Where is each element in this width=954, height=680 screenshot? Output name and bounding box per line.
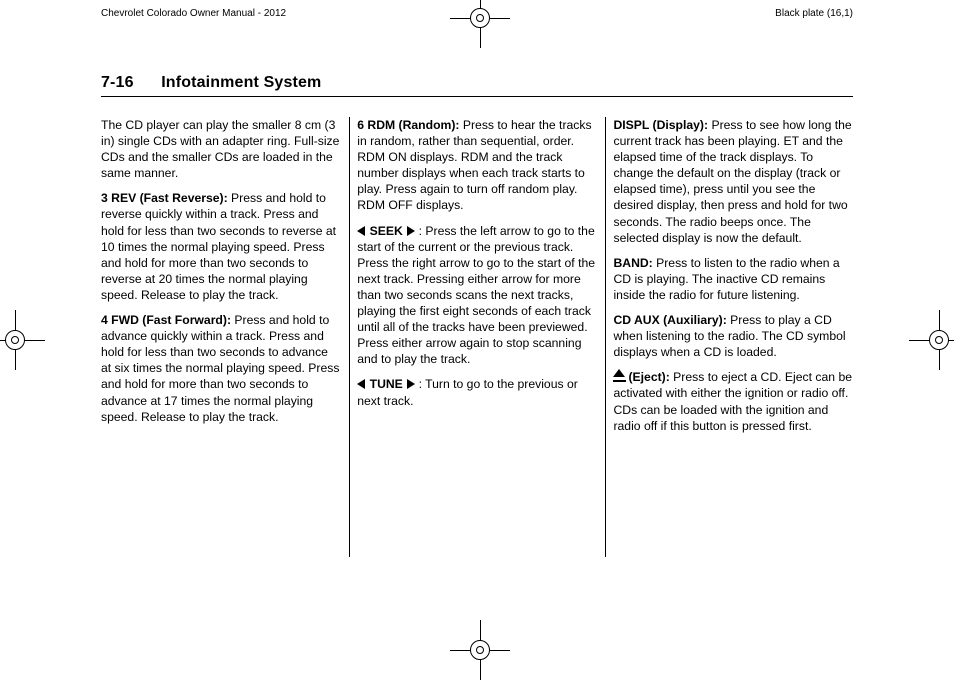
col3-p1: DISPL (Display): Press to see how long t…: [613, 117, 853, 246]
col2-p1: 6 RDM (Random): Press to hear the tracks…: [357, 117, 597, 214]
col3-p4: (Eject): Press to eject a CD. Eject can …: [613, 369, 853, 433]
print-header: Chevrolet Colorado Owner Manual - 2012 B…: [101, 8, 853, 19]
col3-p2: BAND: Press to listen to the radio when …: [613, 255, 853, 303]
eject-label: (Eject):: [628, 370, 669, 384]
displ-body: Press to see how long the current track …: [613, 118, 851, 245]
col1-p2: 3 REV (Fast Reverse): Press and hold to …: [101, 190, 341, 303]
manual-title: Chevrolet Colorado Owner Manual - 2012: [101, 8, 286, 19]
col2-p2: SEEK : Press the left arrow to go to the…: [357, 223, 597, 368]
seek-label: SEEK: [357, 224, 415, 238]
rdm-label: 6 RDM (Random):: [357, 118, 459, 132]
triangle-left-icon: [357, 226, 365, 236]
crop-mark-bottom: [450, 620, 510, 680]
column-3: DISPL (Display): Press to see how long t…: [605, 117, 853, 557]
page-header: 7-16 Infotainment System: [101, 74, 853, 97]
section-title: Infotainment System: [161, 74, 321, 91]
page-content: 7-16 Infotainment System The CD player c…: [101, 74, 853, 557]
eject-icon: [613, 369, 626, 382]
fwd-label: 4 FWD (Fast Forward):: [101, 313, 231, 327]
rev-label: 3 REV (Fast Reverse):: [101, 191, 228, 205]
rdm-body: Press to hear the tracks in random, rath…: [357, 118, 591, 212]
col3-p3: CD AUX (Auxiliary): Press to play a CD w…: [613, 312, 853, 360]
band-label: BAND:: [613, 256, 652, 270]
seek-body: : Press the left arrow to go to the star…: [357, 224, 595, 367]
tune-label: TUNE: [357, 377, 415, 391]
col2-p3: TUNE : Turn to go to the previous or nex…: [357, 376, 597, 408]
fwd-body: Press and hold to advance quickly within…: [101, 313, 339, 424]
displ-label: DISPL (Display):: [613, 118, 708, 132]
column-2: 6 RDM (Random): Press to hear the tracks…: [349, 117, 605, 557]
rev-body: Press and hold to reverse quickly within…: [101, 191, 336, 302]
columns: The CD player can play the smaller 8 cm …: [101, 117, 853, 557]
cdaux-label: CD AUX (Auxiliary):: [613, 313, 726, 327]
column-1: The CD player can play the smaller 8 cm …: [101, 117, 349, 557]
crop-mark-right: [909, 310, 954, 370]
col1-p3: 4 FWD (Fast Forward): Press and hold to …: [101, 312, 341, 425]
plate-info: Black plate (16,1): [775, 8, 853, 19]
crop-mark-left: [0, 310, 45, 370]
triangle-left-icon: [357, 379, 365, 389]
col1-p1: The CD player can play the smaller 8 cm …: [101, 117, 341, 181]
triangle-right-icon: [407, 379, 415, 389]
page-number: 7-16: [101, 74, 134, 91]
